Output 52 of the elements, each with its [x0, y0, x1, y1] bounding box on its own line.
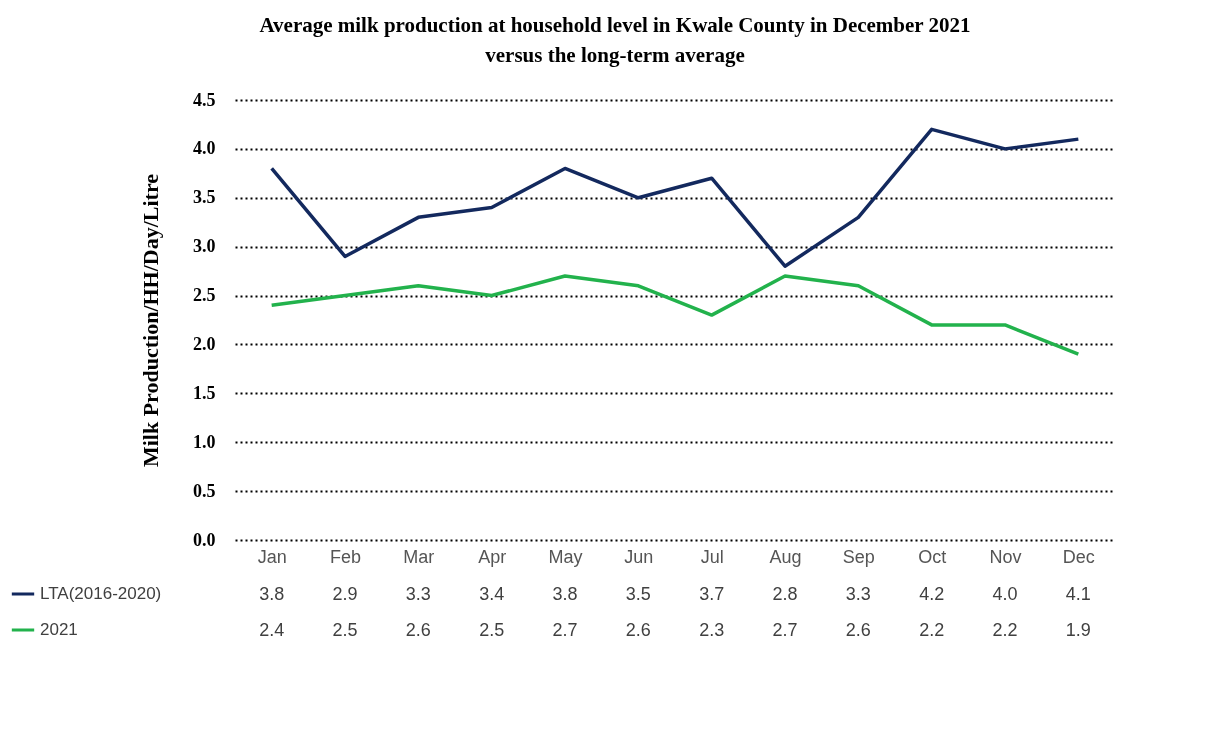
x-tick-label: May [548, 546, 583, 567]
y-tick-label: 0.0 [193, 529, 216, 550]
y-axis-title: Milk Production/HH/Day/Litre [138, 173, 163, 468]
data-label: 2.7 [772, 620, 798, 640]
data-label: 4.0 [992, 584, 1018, 604]
x-tick-label: Sep [842, 546, 875, 567]
x-tick-label: Jun [624, 546, 654, 567]
y-tick-label: 2.5 [193, 285, 216, 306]
data-label: 3.7 [699, 584, 725, 604]
legend-label: 2021 [40, 620, 78, 639]
y-tick-label: 3.5 [193, 187, 216, 208]
data-label: 1.9 [1065, 620, 1091, 640]
data-label: 2.9 [332, 584, 358, 604]
x-tick-label: Mar [403, 546, 435, 567]
data-label: 2.6 [405, 620, 431, 640]
data-label: 3.8 [259, 584, 285, 604]
data-label: 2.3 [699, 620, 725, 640]
x-tick-label: Nov [989, 546, 1022, 567]
data-label: 2.8 [772, 584, 798, 604]
data-label: 3.3 [405, 584, 431, 604]
chart-title: Average milk production at household level in Kwale County in December 2021 versus the long-term average [259, 13, 971, 67]
data-label: 3.5 [625, 584, 651, 604]
y-tick-label: 2.0 [193, 333, 216, 354]
line-series [269, 274, 1081, 356]
data-label: 3.4 [479, 584, 505, 604]
legend-label: LTA(2016-2020) [40, 584, 162, 603]
data-label: 2.2 [992, 620, 1018, 640]
y-tick-label: 1.5 [193, 382, 216, 403]
x-tick-label: Jan [257, 546, 287, 567]
data-label: 4.2 [919, 584, 945, 604]
x-tick-label: Oct [918, 546, 947, 567]
y-tick-label: 1.0 [193, 431, 216, 452]
data-label: 2.2 [919, 620, 945, 640]
x-tick-label: Jul [700, 546, 724, 567]
line-series [269, 127, 1081, 268]
data-label: 2.4 [259, 620, 285, 640]
data-label: 2.7 [552, 620, 578, 640]
data-label: 3.3 [845, 584, 871, 604]
y-tick-label: 0.5 [193, 480, 216, 501]
data-label: 2.5 [332, 620, 358, 640]
y-tick-label: 3.0 [193, 236, 216, 257]
y-tick-label: 4.0 [193, 138, 216, 159]
data-label: 4.1 [1065, 584, 1091, 604]
y-tick-label: 4.5 [193, 89, 216, 110]
x-tick-label: Dec [1062, 546, 1095, 567]
x-tick-label: Apr [478, 546, 507, 567]
data-label: 2.5 [479, 620, 505, 640]
data-label: 3.8 [552, 584, 578, 604]
x-tick-label: Feb [329, 546, 362, 567]
data-label: 2.6 [625, 620, 651, 640]
x-tick-label: Aug [769, 546, 802, 567]
data-label: 2.6 [845, 620, 871, 640]
